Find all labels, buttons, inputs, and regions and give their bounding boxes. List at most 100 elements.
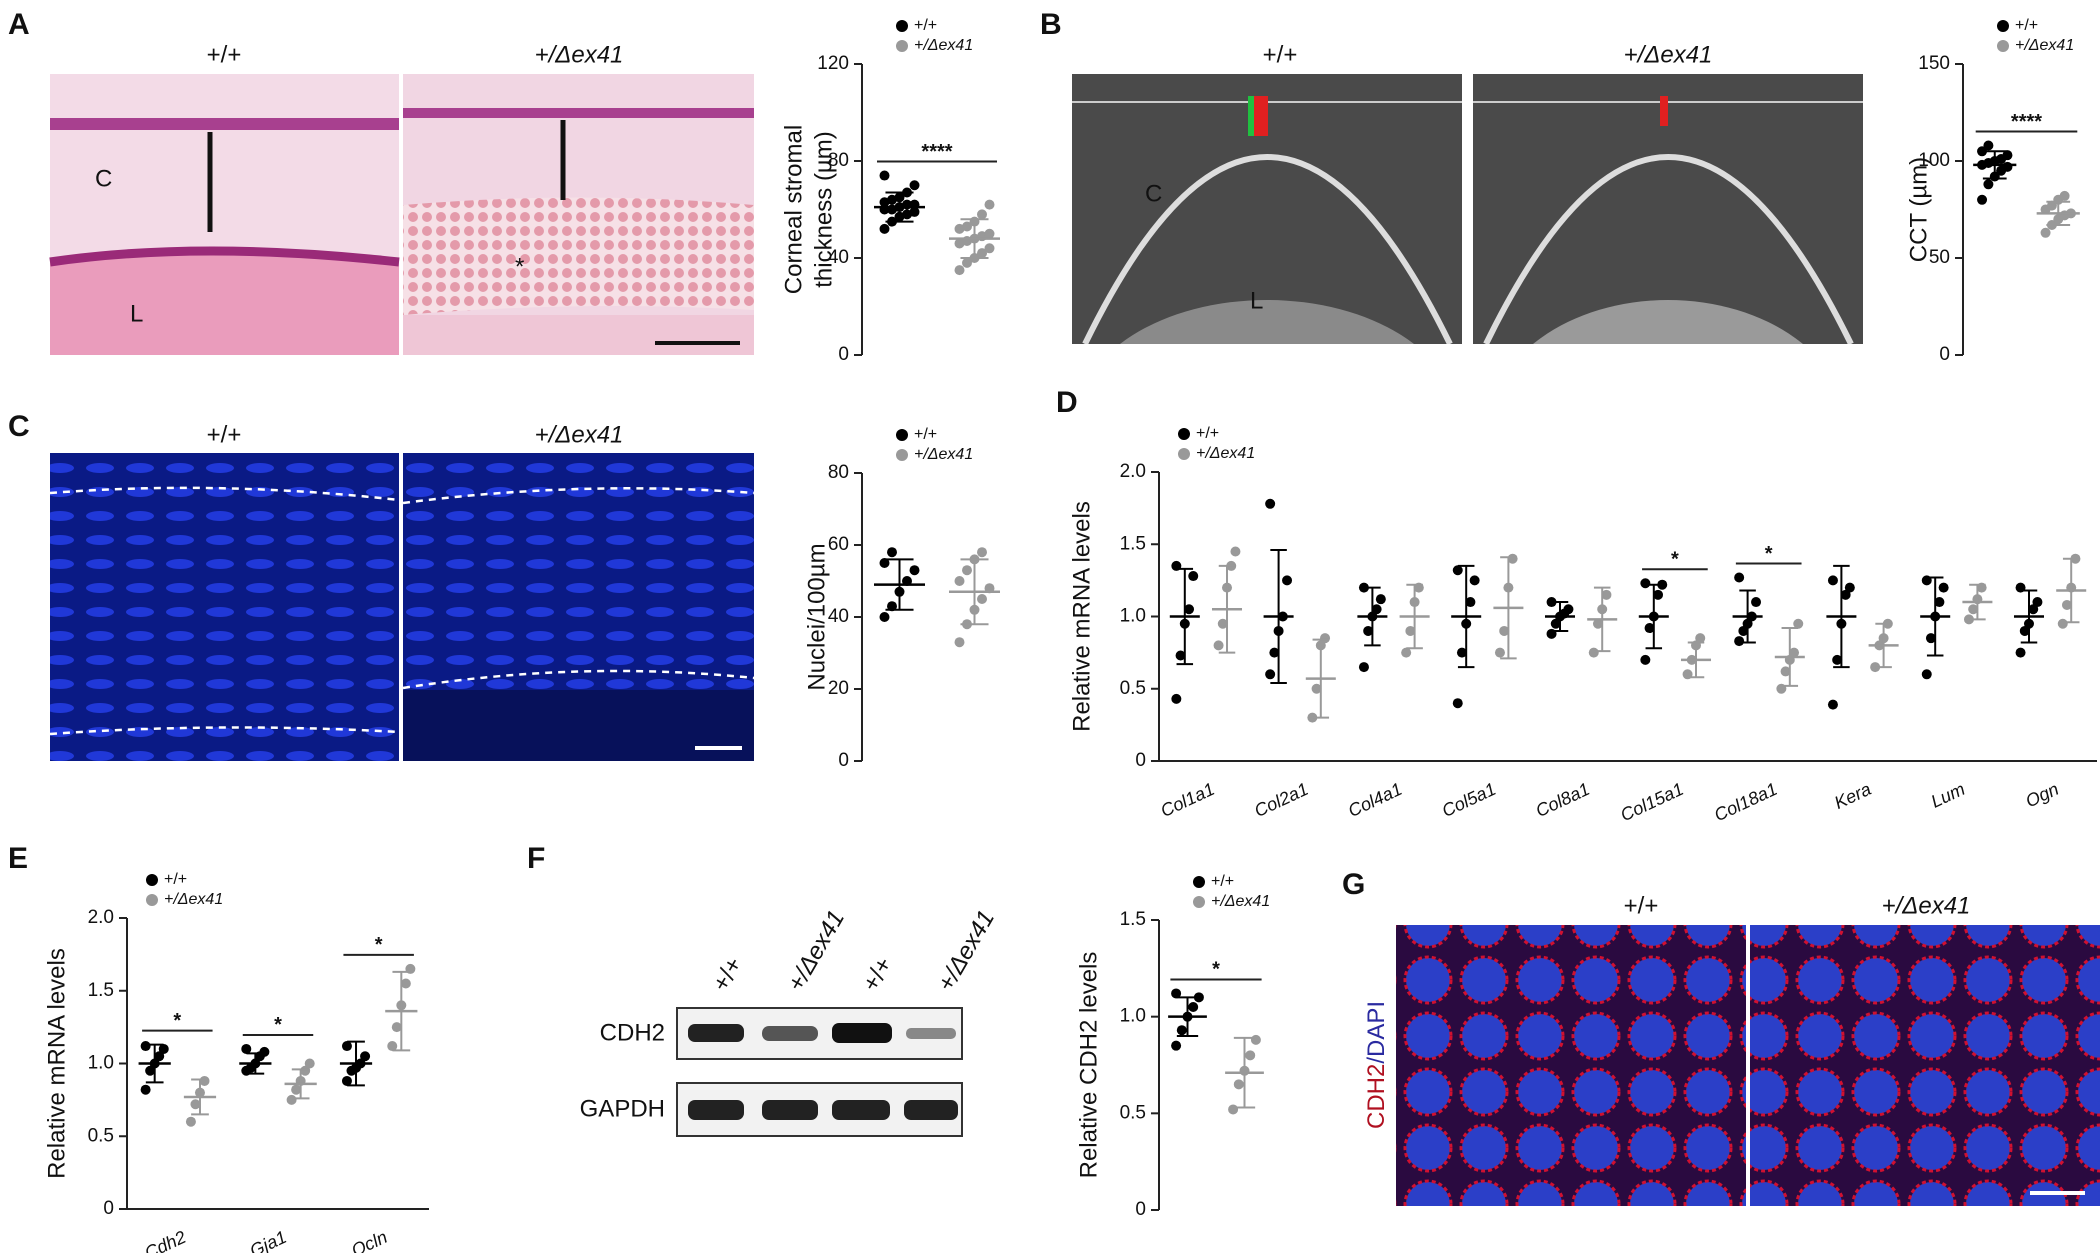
data-point (1844, 582, 1855, 593)
data-point (954, 238, 965, 249)
data-point (887, 601, 897, 612)
cct-marker (1660, 96, 1668, 126)
data-point (1751, 597, 1762, 608)
data-point (1456, 647, 1467, 658)
legend-marker (1997, 20, 2009, 32)
data-point (1184, 604, 1195, 615)
band (762, 1026, 818, 1041)
data-point (879, 223, 890, 234)
data-point (2059, 190, 2070, 201)
data-point (1171, 1040, 1182, 1051)
y-tick-label: 0.5 (1120, 678, 1146, 699)
significance-label: * (1212, 959, 1220, 981)
x-tick-label: Ogn (2023, 779, 2062, 812)
data-point (1233, 1079, 1244, 1090)
band (762, 1100, 818, 1120)
data-point (954, 223, 965, 234)
data-point (145, 1065, 156, 1076)
western-blot (676, 1007, 963, 1137)
data-point (140, 1041, 151, 1052)
lens (1120, 300, 1414, 344)
blood (403, 197, 754, 315)
image-label: * (515, 253, 524, 280)
legend-label: +/+ (1211, 873, 1234, 890)
tissue (1396, 925, 1746, 1206)
legend-marker (1178, 448, 1190, 460)
y-tick-label: 1.5 (1120, 533, 1146, 554)
x-tick-label: Col15a1 (1617, 779, 1686, 825)
data-point (1780, 666, 1791, 677)
data-point (1250, 1034, 1261, 1045)
genotype-label: +/+ (207, 41, 242, 68)
y-axis-label: Nuclei/100µm (803, 543, 830, 690)
data-point (1452, 565, 1463, 576)
data-point (158, 1043, 169, 1054)
y-tick-label: 1.0 (1120, 1006, 1146, 1027)
x-tick-label: Col8a1 (1533, 779, 1593, 821)
data-point (387, 1041, 398, 1052)
y-tick-label: 80 (828, 462, 849, 483)
stain-label: CDH2/DAPI (1363, 1001, 1390, 1129)
lane-label: +/+ (857, 953, 898, 997)
data-point (1789, 647, 1800, 658)
data-point (1188, 571, 1199, 582)
y-tick-label: 60 (828, 534, 849, 555)
y-tick-label: 80 (828, 150, 849, 171)
genotype-label: +/+ (207, 421, 242, 448)
data-point (879, 170, 890, 181)
genotype-label: +/Δex41 (535, 421, 624, 448)
data-point (190, 1099, 201, 1110)
lens (403, 315, 754, 355)
data-point (954, 637, 965, 648)
legend-marker (1193, 876, 1205, 888)
legend-label: +/Δex41 (1196, 445, 1255, 462)
immunostain-image (1396, 925, 2100, 1206)
data-point (1465, 597, 1476, 608)
data-point (1921, 669, 1932, 680)
y-tick-label: 20 (828, 678, 849, 699)
data-point (1870, 662, 1881, 673)
x-tick-label: Col2a1 (1251, 779, 1311, 821)
data-point (1832, 654, 1843, 665)
y-tick-label: 1.0 (1120, 606, 1146, 627)
band (906, 1028, 956, 1039)
x-tick-label: Col4a1 (1345, 779, 1405, 821)
data-point (1401, 647, 1412, 658)
data-point (909, 206, 920, 217)
data-point (2057, 618, 2068, 629)
data-point (1405, 625, 1416, 636)
significance-label: * (375, 934, 383, 956)
significance-label: * (1671, 549, 1679, 571)
data-point (887, 547, 897, 558)
image-label: L (130, 300, 143, 327)
data-point (1840, 589, 1851, 600)
data-point (1230, 546, 1241, 557)
data-point (984, 228, 995, 239)
data-point (1217, 618, 1228, 629)
legend-label: +/+ (164, 871, 187, 888)
boundary (49, 486, 400, 502)
legend-marker (896, 429, 908, 441)
cct-marker (1254, 96, 1268, 136)
nuclei-image (49, 453, 755, 761)
data-point (1734, 572, 1745, 583)
y-axis-label: Relative mRNA levels (1068, 501, 1095, 732)
data-point (879, 558, 890, 568)
cornea (1483, 154, 1854, 344)
data-point (2002, 161, 2013, 172)
data-point (977, 248, 987, 259)
y-tick-label: 0 (103, 1198, 114, 1219)
stain-red: CDH2 (1363, 1064, 1390, 1129)
legend-marker (896, 449, 908, 461)
data-point (1793, 618, 1804, 629)
y-tick-label: 0 (1135, 1199, 1146, 1220)
data-point (909, 180, 920, 191)
data-point (887, 194, 897, 205)
y-axis-label: Corneal stromal (780, 125, 807, 294)
data-point (2015, 647, 2026, 658)
data-point (1925, 633, 1936, 644)
y-axis-label: thickness (µm) (810, 131, 837, 288)
data-point (1601, 589, 1612, 600)
